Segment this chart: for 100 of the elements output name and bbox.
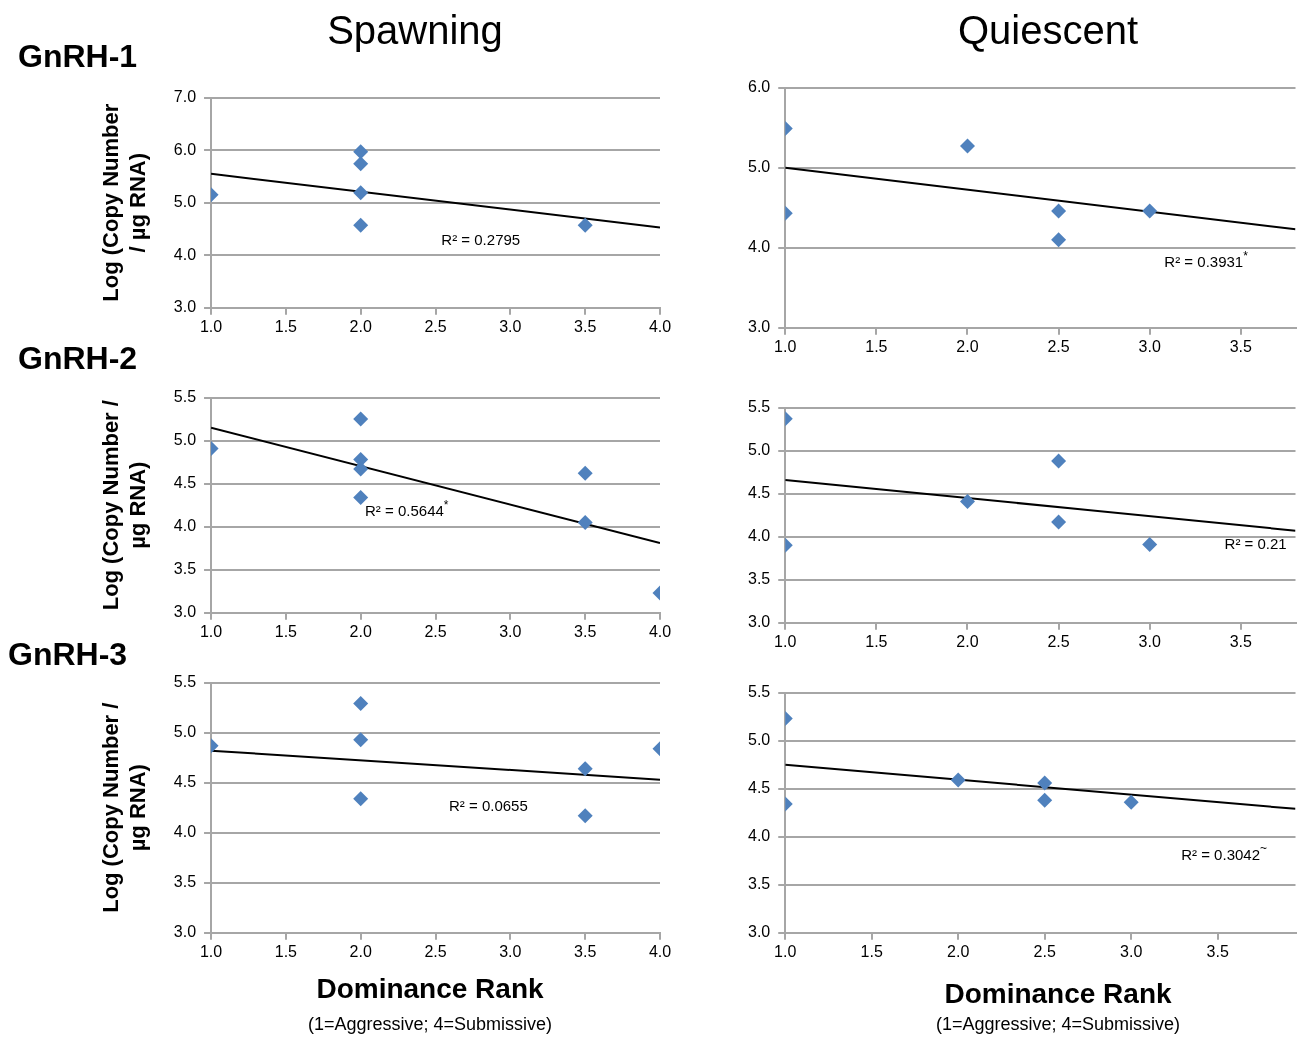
x-tick-label: 3.0 [1138,632,1161,650]
x-tick-label: 3.0 [499,622,522,640]
y-tick-label: 5.5 [747,398,771,416]
y-tick-label: 5.0 [747,441,771,459]
point [1051,232,1067,248]
y-tick-label: 4.0 [747,827,771,845]
x-tick-label: 3.0 [1138,337,1161,355]
x-tick-label: 2.0 [349,317,372,335]
y-tick-label: 3.0 [747,923,771,941]
point [1142,536,1158,552]
point [577,217,593,233]
x-tick-label: 4.0 [648,942,672,960]
y-axis-title: Log (Copy Number / µg RNA) [98,702,150,913]
y-tick-label: 4.5 [173,773,197,791]
x-tick-label: 2.0 [349,622,372,640]
chart-subtitle: GnRH-2 [18,340,138,377]
x-tick-label: 1.5 [274,622,298,640]
annotation: R² = 0.5644* [365,497,449,520]
x-tick-label: 2.5 [424,317,447,335]
chart-title: Quiescent [957,8,1139,53]
x-tick-label: 1.5 [865,632,888,650]
y-axis-title: Log (Copy Number / µg RNA) [98,400,150,611]
point [353,489,369,505]
y-tick-label: 5.0 [747,158,771,176]
annotation: R² = 0.3931* [1164,248,1249,271]
y-tick-label: 4.5 [173,474,197,492]
x-tick-label: 3.5 [574,317,597,335]
x-tick-label: 2.0 [956,337,979,355]
y-tick-label: 4.0 [747,527,771,545]
x-tick-label: 2.5 [424,622,447,640]
y-tick-label: 4.5 [747,779,771,797]
y-tick-label: 3.0 [173,603,197,621]
x-tick-label: 1.0 [774,942,797,960]
x-tick-label: 2.0 [956,632,979,650]
y-tick-label: 4.0 [173,517,197,535]
x-tick-label: 4.0 [648,317,672,335]
y-tick-label: 5.0 [747,731,771,749]
x-tick-label: 3.5 [574,622,597,640]
x-tick-label: 2.5 [1033,942,1056,960]
y-tick-label: 5.5 [173,388,197,406]
y-tick-label: 5.5 [747,683,771,701]
chart-subtitle: GnRH-3 [8,636,128,673]
x-tick-label: 1.0 [774,337,797,355]
x-tick-label: 1.0 [774,632,797,650]
x-tick-label: 2.5 [1047,337,1070,355]
y-tick-label: 4.0 [747,238,771,256]
x-axis-title: Dominance Rank [944,978,1172,1010]
x-tick-label: 3.5 [1229,337,1253,355]
x-tick-label: 3.5 [574,942,597,960]
annotation: R² = 0.3042~ [1181,841,1268,864]
x-tick-label: 2.0 [947,942,970,960]
point [353,411,369,427]
point [577,465,593,481]
text: (1=Aggressive; 4=Submissive) [307,1014,553,1035]
y-tick-label: 3.0 [173,298,197,316]
x-tick-label: 2.5 [1047,632,1070,650]
y-tick-label: 5.0 [173,723,197,741]
point [353,217,369,233]
y-tick-label: 4.5 [747,484,771,502]
point [353,144,369,160]
x-axis-title: Dominance Rank [316,973,544,1005]
point [353,156,369,172]
x-tick-label: 3.5 [1206,942,1229,960]
x-tick-label: 2.5 [424,942,447,960]
annotation: R² = 0.2795 [441,230,521,248]
y-tick-label: 6.0 [173,140,197,158]
chart-title: Spawning [327,8,503,53]
x-tick-label: 3.5 [1229,632,1253,650]
y-tick-label: 3.5 [173,873,197,891]
x-tick-label: 1.5 [860,942,883,960]
point [1051,514,1067,530]
y-tick-label: 4.0 [173,245,197,263]
y-tick-label: 4.0 [173,823,197,841]
x-tick-label: 1.0 [199,942,223,960]
x-tick-label: 3.0 [1120,942,1143,960]
y-tick-label: 6.0 [747,78,771,96]
point [1051,203,1067,219]
point [1051,453,1067,469]
x-tick-label: 1.5 [274,317,298,335]
x-tick-label: 1.0 [199,317,223,335]
x-tick-label: 3.0 [499,317,522,335]
y-tick-label: 3.5 [173,560,197,578]
y-tick-label: 3.5 [747,875,771,893]
annotation: R² = 0.0655 [448,796,528,814]
y-tick-label: 3.0 [173,923,197,941]
y-axis-title: Log (Copy Number / µg RNA) [98,103,150,302]
point [950,772,966,788]
point [353,696,369,712]
point [577,761,593,777]
point [353,185,369,201]
y-tick-label: 5.0 [173,431,197,449]
x-tick-label: 1.0 [199,622,223,640]
x-tick-label: 3.0 [499,942,522,960]
x-tick-label: 1.5 [274,942,298,960]
y-tick-label: 3.5 [747,570,771,588]
point [1037,792,1053,808]
annotation: R² = 0.21 [1224,535,1287,553]
point [1037,775,1053,791]
point [353,791,369,807]
x-tick-label: 1.5 [865,337,888,355]
